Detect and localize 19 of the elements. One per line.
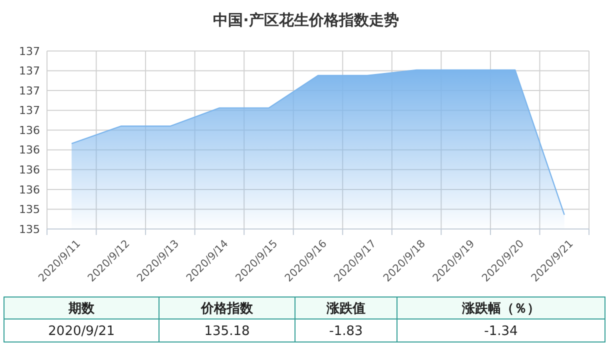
text: 135.18 [204, 324, 250, 340]
text: -1.83 [329, 324, 363, 340]
text: 价格指数 [200, 302, 254, 317]
text: -1.34 [484, 324, 518, 340]
y-tick-label: 136 [19, 164, 40, 177]
y-tick-label: 137 [19, 64, 40, 78]
chart-title: 中国·产区花生价格指数走势 [213, 11, 399, 29]
text: 涨跌值 [326, 302, 366, 317]
y-tick-label: 136 [19, 124, 40, 137]
y-tick-label: 135 [19, 203, 40, 216]
text: 2020/9/21 [48, 324, 115, 340]
text: 期数 [68, 302, 96, 317]
y-tick-label: 136 [19, 144, 40, 157]
y-tick-label: 137 [19, 44, 40, 58]
y-tick-label: 136 [19, 183, 40, 196]
y-tick-label: 137 [19, 84, 40, 98]
y-tick-label: 135 [19, 222, 40, 236]
y-tick-label: 137 [19, 104, 40, 118]
text: 涨跌幅（％） [461, 302, 540, 317]
